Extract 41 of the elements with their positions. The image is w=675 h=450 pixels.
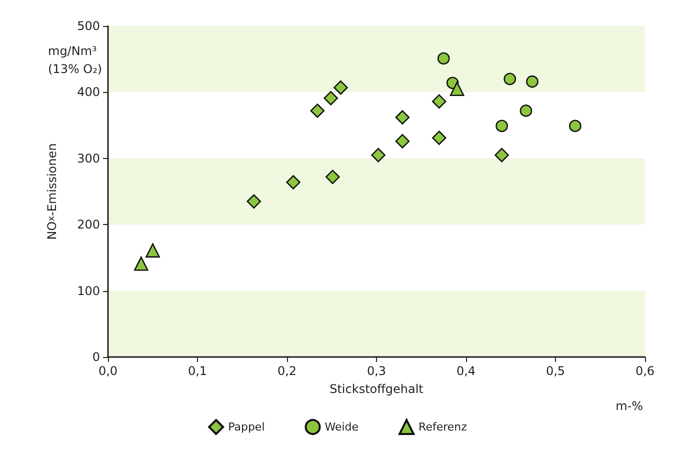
point xyxy=(286,175,300,190)
x-tick-label: 0,0 xyxy=(98,364,118,378)
point xyxy=(437,52,450,65)
point xyxy=(432,94,446,109)
point xyxy=(310,104,325,118)
x-tick-label: 0,1 xyxy=(188,364,208,378)
point xyxy=(450,82,464,96)
point xyxy=(520,104,532,117)
point xyxy=(432,130,446,146)
point xyxy=(134,256,148,271)
x-tick-label: 0,4 xyxy=(456,364,476,378)
x-tick-label: 0,6 xyxy=(635,364,655,378)
point xyxy=(395,134,410,148)
point xyxy=(526,75,538,88)
point xyxy=(146,243,160,258)
legend-label: Referenz xyxy=(418,420,468,434)
point xyxy=(371,148,386,162)
point xyxy=(569,120,582,132)
legend-label: Pappel xyxy=(228,420,265,434)
y-tick-label: 500 xyxy=(77,19,100,33)
point xyxy=(395,110,410,125)
y-tick-label: 0 xyxy=(92,350,100,364)
point xyxy=(246,194,262,209)
text: mg/Nm³ (13% O₂) xyxy=(48,44,102,76)
y-axis-title: NOx-Emissionen xyxy=(45,143,59,240)
x-tick-label: 0,2 xyxy=(277,364,297,378)
legend-label: Weide xyxy=(324,420,359,434)
y-tick-label: 300 xyxy=(77,151,100,166)
x-tick-label: 0,5 xyxy=(546,364,566,378)
point xyxy=(334,80,348,95)
point xyxy=(504,72,516,86)
point xyxy=(496,120,508,132)
x-axis-title: Stickstoffgehalt xyxy=(330,382,424,396)
point xyxy=(325,170,340,184)
point xyxy=(494,148,509,162)
point xyxy=(324,91,338,106)
y-tick-label: 400 xyxy=(77,85,100,100)
y-tick-label: 100 xyxy=(77,284,100,298)
text: m-% xyxy=(616,399,643,413)
x-tick-label: 0,3 xyxy=(366,364,386,378)
y-tick-label: 200 xyxy=(77,218,100,232)
